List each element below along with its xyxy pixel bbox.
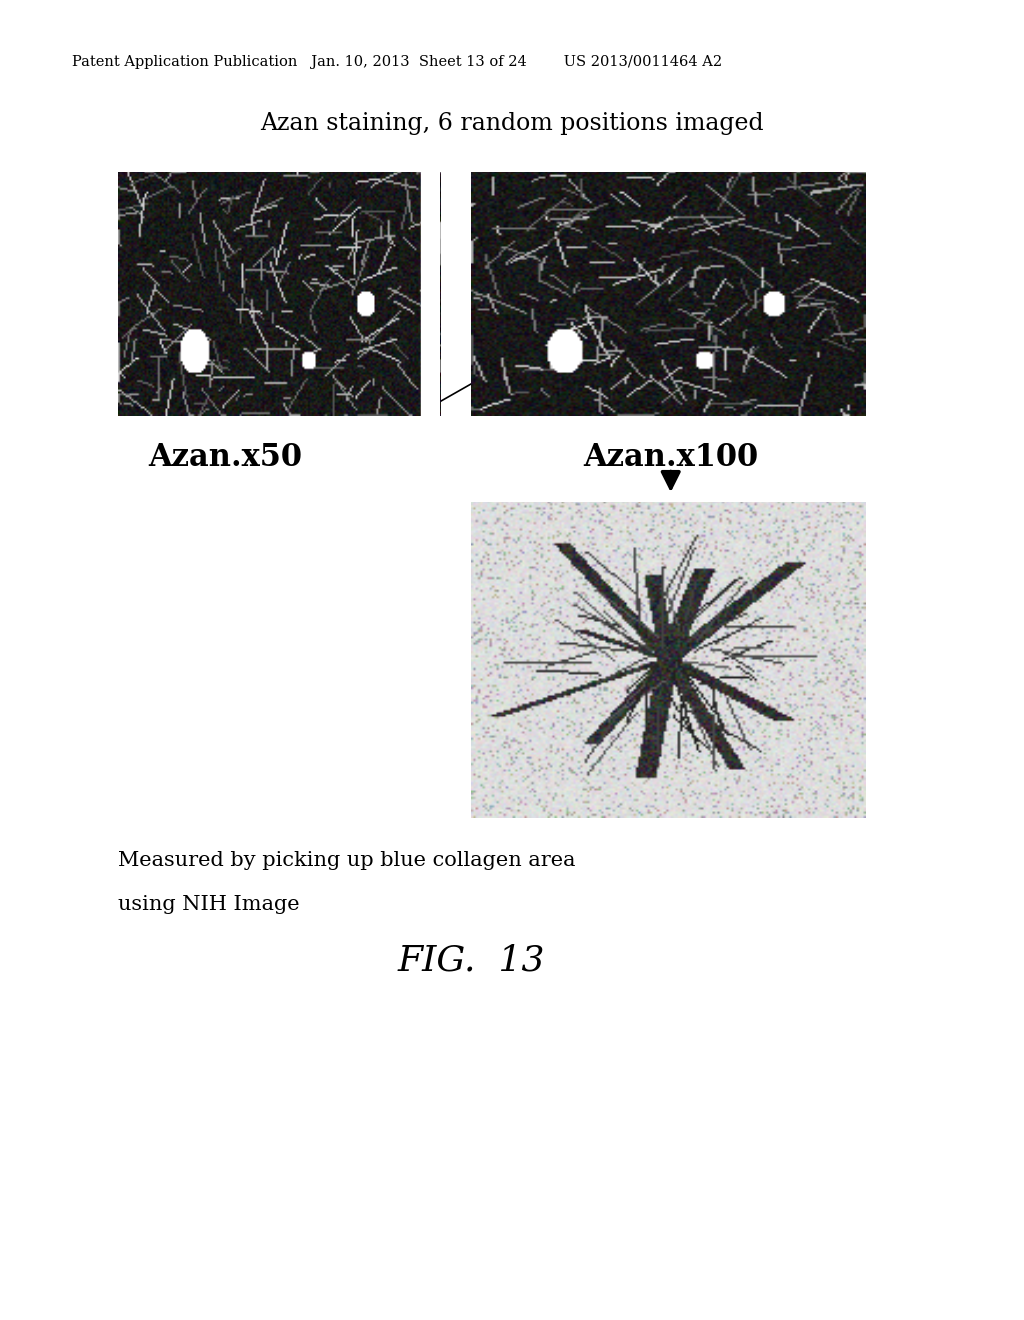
Text: using NIH Image: using NIH Image <box>118 895 299 913</box>
Text: FIG.  13: FIG. 13 <box>397 944 545 978</box>
Bar <box>421 172 440 416</box>
Text: Patent Application Publication   Jan. 10, 2013  Sheet 13 of 24        US 2013/00: Patent Application Publication Jan. 10, … <box>72 55 722 70</box>
Text: Azan staining, 6 random positions imaged: Azan staining, 6 random positions imaged <box>260 112 764 135</box>
Text: Azan.x100: Azan.x100 <box>583 442 759 473</box>
Text: Measured by picking up blue collagen area: Measured by picking up blue collagen are… <box>118 851 575 870</box>
Text: Azan.x50: Azan.x50 <box>148 442 302 473</box>
